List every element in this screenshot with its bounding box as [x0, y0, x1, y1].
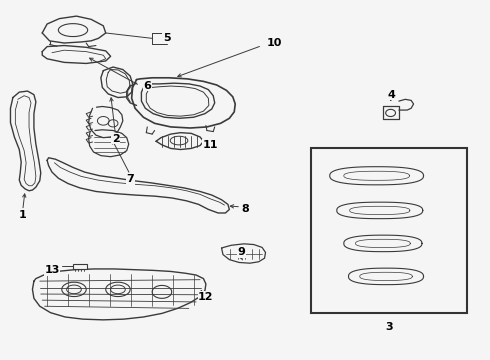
Text: 3: 3	[385, 322, 393, 332]
Text: 4: 4	[388, 90, 395, 100]
Bar	[73, 264, 87, 269]
Text: 2: 2	[112, 134, 120, 144]
Text: 7: 7	[126, 174, 134, 184]
Text: 6: 6	[144, 81, 151, 91]
Text: 12: 12	[198, 292, 214, 302]
Bar	[311, 148, 467, 313]
Text: 9: 9	[237, 247, 245, 257]
Text: 1: 1	[19, 210, 26, 220]
Text: 11: 11	[203, 140, 219, 150]
Text: 10: 10	[267, 38, 282, 48]
Text: 8: 8	[241, 204, 249, 215]
Text: 13: 13	[44, 265, 60, 275]
Text: 5: 5	[163, 33, 171, 43]
